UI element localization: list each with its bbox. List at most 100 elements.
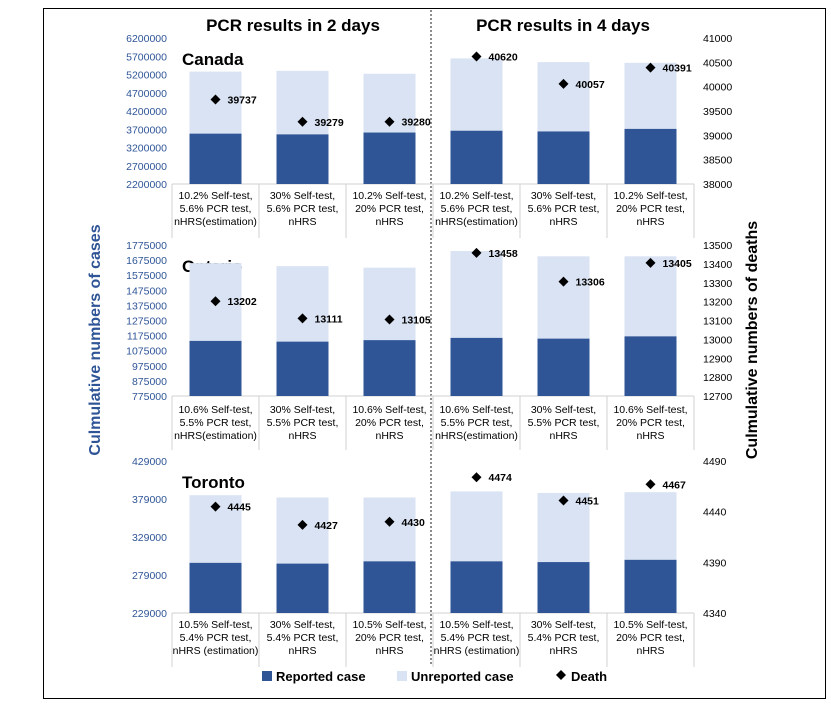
death-marker [645, 479, 656, 490]
category-label-line: 30% Self-test, [270, 404, 335, 416]
death-label: 40620 [489, 51, 518, 63]
category-label-line: 20% PCR test, [616, 203, 685, 215]
category-label-line: 20% PCR test, [355, 203, 424, 215]
death-marker [471, 247, 482, 258]
category-label-line: nHRS(estimation) [174, 430, 257, 442]
category-label-line: 5.6% PCR test, [180, 203, 252, 215]
category-label-line: 20% PCR test, [616, 632, 685, 644]
category-label-line: nHRS(estimation) [174, 216, 257, 228]
death-label: 39737 [228, 94, 257, 106]
y-tick-right: 13000 [703, 334, 732, 346]
category-label-line: nHRS [636, 216, 664, 228]
y-tick-right: 4390 [703, 557, 727, 569]
y-tick-right: 4440 [703, 507, 727, 519]
category-label-line: nHRS [549, 645, 577, 657]
legend-label-unreported: Unreported case [411, 669, 514, 684]
category-label-line: 10.5% Self-test, [352, 619, 426, 631]
y-tick-left: 1475000 [126, 285, 167, 297]
category-label-line: 5.4% PCR test, [441, 632, 513, 644]
chart-canada: Canada 2200000 2700000 3200000 3700000 420000… [126, 33, 732, 238]
category-label-line: 5.5% PCR test, [528, 417, 600, 429]
category-label-line: 30% Self-test, [531, 404, 596, 416]
y-tick-left: 1375000 [126, 300, 167, 312]
y-tick-right: 13400 [703, 259, 732, 271]
death-label: 40057 [576, 79, 605, 91]
category-label: 30% Self-test, 5.5% PCR test, nHRS [267, 404, 339, 442]
bar-unreported-case [450, 491, 503, 562]
chart-toronto: Toronto 229000 279000 329000 379000 429000 434… [132, 456, 727, 667]
y-tick-left: 379000 [132, 494, 167, 506]
y-tick-right: 12900 [703, 353, 732, 365]
bar-reported-case [450, 561, 503, 613]
category-label-line: 5.4% PCR test, [528, 632, 600, 644]
category-label-line: nHRS [288, 430, 316, 442]
y-tick-left: 775000 [132, 391, 167, 403]
legend-swatch-reported [262, 671, 272, 681]
category-label: 10.5% Self-test, 20% PCR test, nHRS [352, 619, 426, 657]
y-tick-left: 5200000 [126, 70, 167, 82]
category-label-line: 5.4% PCR test, [267, 632, 339, 644]
region-label-canada: Canada [182, 50, 244, 69]
bar-unreported-case [537, 256, 590, 339]
death-marker [297, 313, 308, 324]
death-marker [645, 62, 656, 73]
y-tick-left: 229000 [132, 608, 167, 620]
bar-unreported-case [450, 251, 503, 338]
bar-unreported-case [363, 497, 416, 562]
category-label: 30% Self-test, 5.4% PCR test, nHRS [267, 619, 339, 657]
panel-title-2-days: PCR results in 2 days [206, 16, 380, 35]
bar-unreported-case [363, 267, 416, 341]
category-label-line: 10.6% Self-test, [352, 404, 426, 416]
death-marker [384, 116, 395, 127]
death-marker [210, 94, 221, 105]
death-marker [210, 501, 221, 512]
category-label: 10.6% Self-test, 20% PCR test, nHRS [352, 404, 426, 442]
category-label-line: 20% PCR test, [355, 632, 424, 644]
bar-reported-case [624, 559, 677, 613]
category-label-line: nHRS [549, 216, 577, 228]
bar-unreported-case [624, 256, 677, 337]
death-marker [558, 78, 569, 89]
death-label: 4427 [315, 520, 339, 532]
death-label: 4430 [402, 517, 426, 529]
chart-ontario: Ontario775000875000975000107500011750001… [126, 240, 732, 450]
y-tick-right: 40000 [703, 82, 732, 94]
bar-reported-case [276, 341, 329, 396]
category-label-line: nHRS [288, 645, 316, 657]
legend-label-death: Death [571, 669, 607, 684]
legend-swatch-unreported [397, 671, 407, 681]
y-tick-left: 1675000 [126, 255, 167, 267]
bar-reported-case [276, 134, 329, 184]
y-tick-right: 4490 [703, 456, 727, 468]
death-label: 39280 [402, 117, 431, 129]
category-label-line: 10.2% Self-test, [178, 190, 252, 202]
bar-unreported-case [276, 497, 329, 564]
category-label: 30% Self-test, 5.6% PCR test, nHRS [267, 190, 339, 228]
y-tick-left: 5700000 [126, 51, 167, 63]
category-label-line: nHRS [636, 430, 664, 442]
death-label: 4467 [663, 479, 687, 491]
bar-reported-case [537, 562, 590, 613]
y-tick-right: 38500 [703, 155, 732, 167]
bar-reported-case [189, 340, 242, 396]
category-label-line: 10.5% Self-test, [178, 619, 252, 631]
category-label: 10.2% Self-test, 20% PCR test, nHRS [352, 190, 426, 228]
category-label-line: nHRS [288, 216, 316, 228]
y-tick-right: 13200 [703, 297, 732, 309]
death-label: 13111 [315, 313, 343, 325]
bar-unreported-case [450, 58, 503, 131]
bar-reported-case [363, 561, 416, 613]
category-label-line: 5.6% PCR test, [267, 203, 339, 215]
category-label: 10.5% Self-test, 5.4% PCR test, nHRS (esti… [173, 619, 259, 657]
y-tick-left: 2200000 [126, 179, 167, 191]
y-tick-right: 39500 [703, 106, 732, 118]
category-label-line: nHRS [375, 216, 403, 228]
bar-reported-case [450, 130, 503, 184]
bar-unreported-case [624, 62, 677, 129]
category-label-line: 10.6% Self-test, [613, 404, 687, 416]
category-label-line: 5.6% PCR test, [528, 203, 600, 215]
y-tick-left: 1275000 [126, 316, 167, 328]
category-label-line: 10.5% Self-test, [439, 619, 513, 631]
category-label-line: nHRS [636, 645, 664, 657]
